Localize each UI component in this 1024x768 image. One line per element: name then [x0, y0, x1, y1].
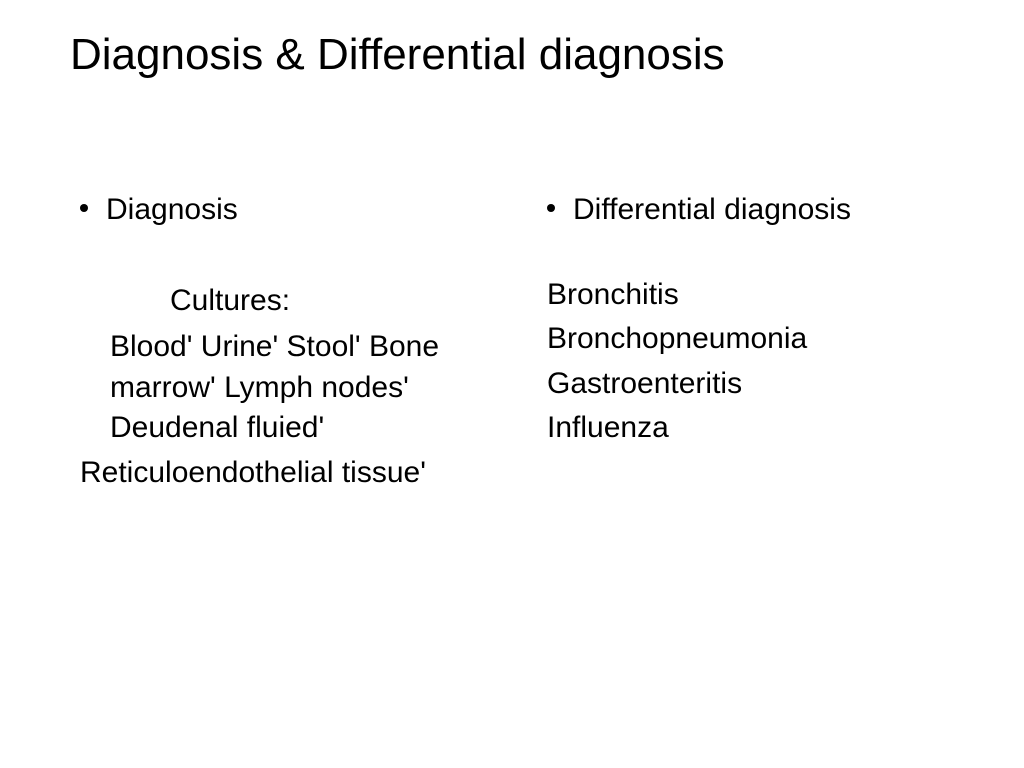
right-column: Differential diagnosis Bronchitis Bronch… — [547, 190, 974, 497]
content-columns: Diagnosis Cultures: Blood' Urine' Stool'… — [50, 190, 974, 497]
differential-item: Gastroenteritis — [547, 364, 974, 405]
differential-item: Bronchopneumonia — [547, 319, 974, 360]
left-column: Diagnosis Cultures: Blood' Urine' Stool'… — [50, 190, 507, 497]
bullet-icon — [547, 204, 555, 212]
slide-title: Diagnosis & Differential diagnosis — [70, 30, 974, 80]
differential-bullet-row: Differential diagnosis — [547, 190, 974, 231]
cultures-label: Cultures: — [80, 281, 507, 322]
diagnosis-heading: Diagnosis — [106, 190, 238, 231]
differential-item: Bronchitis — [547, 275, 974, 316]
diagnosis-bullet-row: Diagnosis — [80, 190, 507, 231]
bullet-icon — [80, 204, 88, 212]
reticulo-line: Reticuloendothelial tissue' — [80, 453, 507, 494]
differential-item: Influenza — [547, 408, 974, 449]
cultures-body: Blood' Urine' Stool' Bone marrow' Lymph … — [80, 327, 507, 449]
differential-heading: Differential diagnosis — [573, 190, 851, 231]
presentation-slide: Diagnosis & Differential diagnosis Diagn… — [0, 0, 1024, 768]
